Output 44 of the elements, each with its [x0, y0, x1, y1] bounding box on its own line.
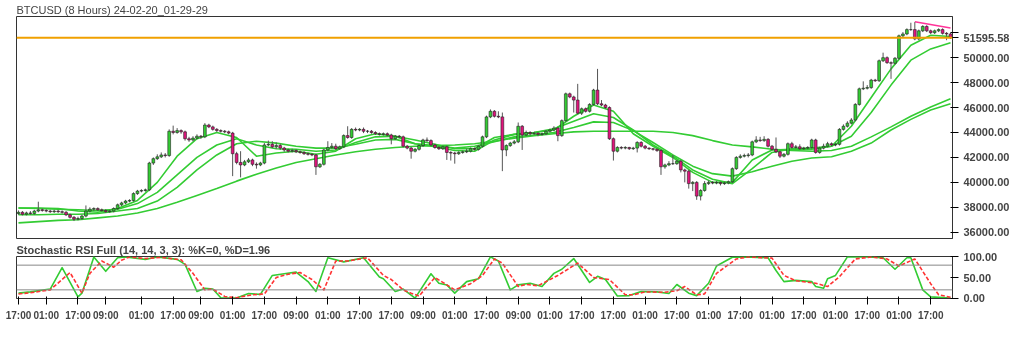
x-tick-label: 17:00: [917, 309, 944, 321]
x-tick-label: 17:00: [568, 309, 595, 321]
x-tick-label: 17:00: [346, 309, 373, 321]
y-tick-label: 40000.00: [963, 176, 1010, 189]
x-tick-label: 01:00: [759, 309, 786, 321]
chart-title: Stochastic RSI Full (14, 14, 3, 3): %K=0, %D=1.96: [16, 243, 271, 256]
x-tick-label: 01:00: [822, 309, 849, 321]
x-tick-label: 09:00: [410, 309, 437, 321]
y-tick-label: 36000.00: [963, 226, 1010, 239]
x-tick-label: 01:00: [695, 309, 722, 321]
x-tick-label: 09:00: [505, 309, 532, 321]
x-tick-label: 01:00: [33, 309, 60, 321]
x-tick-label: 01:00: [128, 309, 155, 321]
y-tick-label: 100.00: [963, 250, 998, 263]
x-tick-label: 09:00: [92, 309, 119, 321]
x-tick-label: 01:00: [441, 309, 468, 321]
x-tick-label: 01:00: [537, 309, 564, 321]
x-tick-label: 17:00: [473, 309, 500, 321]
x-tick-label: 17:00: [65, 309, 92, 321]
y-tick-label: 46000.00: [963, 101, 1010, 114]
x-tick-label: 17:00: [160, 309, 187, 321]
x-tick-label: 17:00: [854, 309, 881, 321]
x-tick-label: 17:00: [790, 309, 817, 321]
x-tick-label: 01:00: [886, 309, 913, 321]
x-tick-label: 01:00: [315, 309, 342, 321]
y-tick-label: 50000.00: [963, 51, 1010, 64]
chart-title: BTCUSD (8 Hours) 24-02-20_01-29-29: [16, 3, 208, 16]
y-tick-label: 50.00: [963, 271, 992, 284]
ref-line-label: 51595.58: [963, 31, 1010, 44]
x-tick-label: 17:00: [5, 309, 32, 321]
y-tick-label: 44000.00: [963, 126, 1010, 139]
x-tick-label: 01:00: [632, 309, 659, 321]
x-tick-label: 17:00: [251, 309, 278, 321]
x-tick-label: 17:00: [664, 309, 691, 321]
x-tick-label: 17:00: [727, 309, 754, 321]
x-tick-label: 01:00: [219, 309, 246, 321]
y-tick-label: 48000.00: [963, 76, 1010, 89]
x-tick-label: 17:00: [378, 309, 405, 321]
x-tick-label: 17:00: [600, 309, 627, 321]
x-tick-label: 09:00: [283, 309, 310, 321]
x-tick-label: 09:00: [188, 309, 215, 321]
y-tick-label: 42000.00: [963, 151, 1010, 164]
y-tick-label: 0.00: [963, 292, 985, 305]
y-tick-label: 38000.00: [963, 201, 1010, 214]
